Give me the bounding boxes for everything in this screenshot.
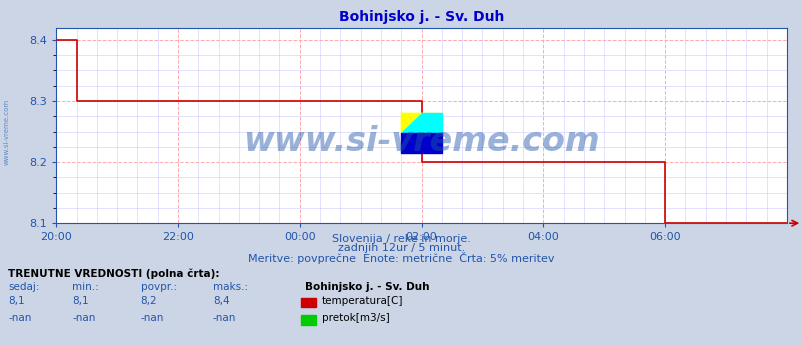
Text: temperatura[C]: temperatura[C]: [322, 296, 403, 306]
Text: 8,4: 8,4: [213, 296, 229, 306]
Text: Slovenija / reke in morje.: Slovenija / reke in morje.: [332, 234, 470, 244]
Text: Bohinjsko j. - Sv. Duh: Bohinjsko j. - Sv. Duh: [305, 282, 429, 292]
Bar: [401, 133, 441, 153]
Polygon shape: [401, 113, 421, 133]
Text: zadnjih 12ur / 5 minut.: zadnjih 12ur / 5 minut.: [338, 243, 464, 253]
Title: Bohinjsko j. - Sv. Duh: Bohinjsko j. - Sv. Duh: [338, 10, 504, 24]
Text: Meritve: povprečne  Enote: metrične  Črta: 5% meritev: Meritve: povprečne Enote: metrične Črta:…: [248, 252, 554, 264]
Text: -nan: -nan: [8, 313, 31, 323]
Text: www.si-vreme.com: www.si-vreme.com: [243, 125, 599, 157]
Text: www.si-vreme.com: www.si-vreme.com: [3, 98, 10, 165]
Text: -nan: -nan: [140, 313, 164, 323]
Text: pretok[m3/s]: pretok[m3/s]: [322, 313, 389, 323]
Text: 8,1: 8,1: [8, 296, 25, 306]
Text: maks.:: maks.:: [213, 282, 248, 292]
Text: TRENUTNE VREDNOSTI (polna črta):: TRENUTNE VREDNOSTI (polna črta):: [8, 268, 219, 279]
Text: sedaj:: sedaj:: [8, 282, 39, 292]
Text: 8,2: 8,2: [140, 296, 157, 306]
Text: povpr.:: povpr.:: [140, 282, 176, 292]
Text: min.:: min.:: [72, 282, 99, 292]
Polygon shape: [401, 113, 441, 133]
Text: 8,1: 8,1: [72, 296, 89, 306]
Polygon shape: [401, 113, 441, 133]
Text: -nan: -nan: [213, 313, 236, 323]
Text: -nan: -nan: [72, 313, 95, 323]
